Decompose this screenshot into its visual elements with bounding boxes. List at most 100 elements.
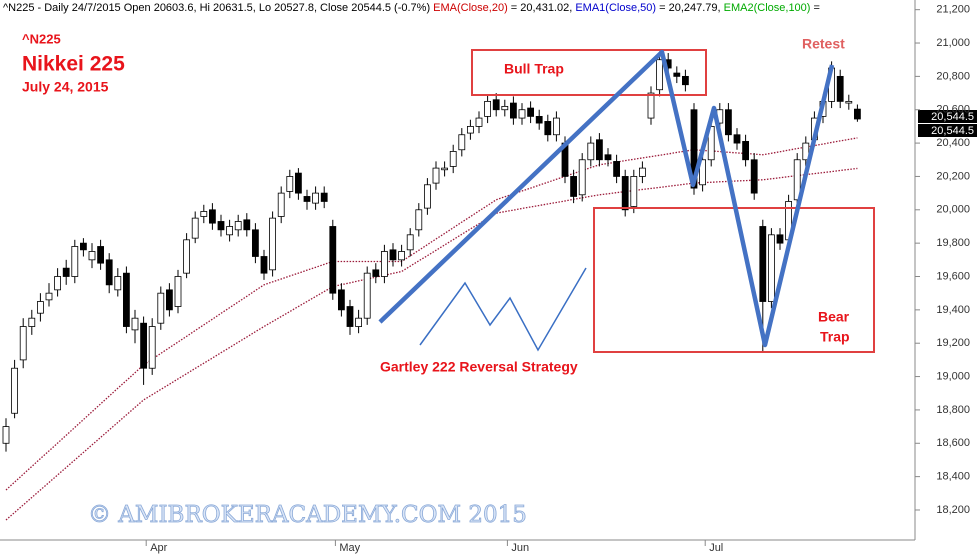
candle-body xyxy=(733,134,741,144)
candle-body xyxy=(458,134,466,151)
candle-body xyxy=(260,256,268,274)
y-tick-label: 19,200 xyxy=(936,337,970,349)
candle-body xyxy=(535,116,543,124)
candle-body xyxy=(183,239,191,274)
subtitle: July 24, 2015 xyxy=(22,79,109,95)
annotation: Gartley 222 Reversal Strategy xyxy=(380,359,578,375)
candle-body xyxy=(501,105,509,111)
candle-body xyxy=(406,234,414,251)
candle-body xyxy=(613,161,620,177)
annotation: Trap xyxy=(820,329,850,345)
y-tick-label: 19,400 xyxy=(936,304,970,316)
y-tick-label: 19,600 xyxy=(936,270,970,282)
candle-body xyxy=(191,217,199,239)
candle-body xyxy=(80,242,87,251)
candle-body xyxy=(62,267,70,277)
candle-body xyxy=(768,234,775,302)
ema-line xyxy=(5,137,858,491)
candle-body xyxy=(630,176,638,207)
candle-body xyxy=(54,276,61,291)
candle-body xyxy=(2,426,10,444)
header-part: EMA2(Close,100) xyxy=(724,2,811,14)
candle-body xyxy=(423,184,431,209)
watermark: © AMIBROKERACADEMY.COM 2015 xyxy=(88,502,527,528)
candle-body xyxy=(200,211,208,217)
x-tick-label: Jul xyxy=(709,542,723,554)
candle-body xyxy=(656,59,663,91)
header-part: EMA1(Close,50) xyxy=(575,2,656,14)
candle-body xyxy=(449,151,457,167)
candle-body xyxy=(165,289,173,311)
price-label: 20,544.5 xyxy=(931,125,974,137)
candle-body xyxy=(639,167,646,177)
candle-body xyxy=(71,246,79,277)
candle-body xyxy=(312,192,320,204)
candle-body xyxy=(37,301,44,314)
candle-body xyxy=(673,72,681,77)
y-tick-label: 20,200 xyxy=(936,170,970,182)
candle-body xyxy=(380,251,388,277)
chart-title: Nikkei 225 xyxy=(22,53,125,76)
annotation: Bear xyxy=(818,309,850,325)
candle-body xyxy=(28,317,36,327)
candle-body xyxy=(587,142,595,161)
candle-body xyxy=(346,306,354,327)
candle-body xyxy=(372,269,380,277)
candle-body xyxy=(174,276,182,307)
trend-lines xyxy=(378,49,835,348)
candle-body xyxy=(320,192,328,202)
y-tick-label: 21,000 xyxy=(936,37,970,49)
symbol: ^N225 xyxy=(22,31,61,46)
candle-body xyxy=(759,226,767,302)
candle-body xyxy=(845,100,853,104)
candle-body xyxy=(475,117,483,127)
candle-body xyxy=(234,221,242,231)
candle-body xyxy=(303,196,311,202)
candle-body xyxy=(157,292,165,324)
candle-body xyxy=(208,209,216,224)
candle-body xyxy=(544,121,552,136)
header: ^N225 - Daily 24/7/2015 Open 20603.6, Hi… xyxy=(3,2,820,14)
y-tick-label: 19,000 xyxy=(936,370,970,382)
candle-body xyxy=(776,234,784,244)
y-tick-label: 18,800 xyxy=(936,404,970,416)
candle-body xyxy=(466,126,474,134)
candle-body xyxy=(441,167,449,171)
price-tag xyxy=(918,110,977,123)
candle-body xyxy=(226,226,234,236)
candle-body xyxy=(294,172,302,194)
candle-body xyxy=(725,109,732,136)
y-tick-label: 20,400 xyxy=(936,137,970,149)
candle-body xyxy=(88,251,96,261)
y-tick-label: 18,600 xyxy=(936,437,970,449)
candle-body xyxy=(105,259,113,286)
y-tick-label: 18,200 xyxy=(936,504,970,516)
x-tick-label: May xyxy=(339,542,360,554)
candle-body xyxy=(793,159,801,201)
candle-body xyxy=(363,272,371,319)
x-tick-label: Apr xyxy=(150,542,167,554)
candle-body xyxy=(286,176,294,192)
candle-body xyxy=(123,272,130,327)
y-tick-label: 21,200 xyxy=(936,4,970,16)
candle-body xyxy=(277,192,285,217)
candle-body xyxy=(389,249,397,261)
candle-body xyxy=(578,159,586,196)
candle-body xyxy=(854,108,861,120)
candle-body xyxy=(647,92,655,119)
candle-body xyxy=(518,109,526,119)
candle-body xyxy=(11,367,19,414)
y-tick-label: 18,400 xyxy=(936,471,970,483)
candle-body xyxy=(570,176,577,197)
candle-body xyxy=(355,317,363,327)
header-part: EMA(Close,20) xyxy=(433,2,508,14)
candle-body xyxy=(243,219,251,231)
candle-body xyxy=(140,322,148,369)
candle-body xyxy=(131,317,139,331)
candle-body xyxy=(415,209,423,231)
y-tick-label: 20,000 xyxy=(936,204,970,216)
bull-trap-box xyxy=(471,49,707,96)
candle-body xyxy=(484,100,492,117)
